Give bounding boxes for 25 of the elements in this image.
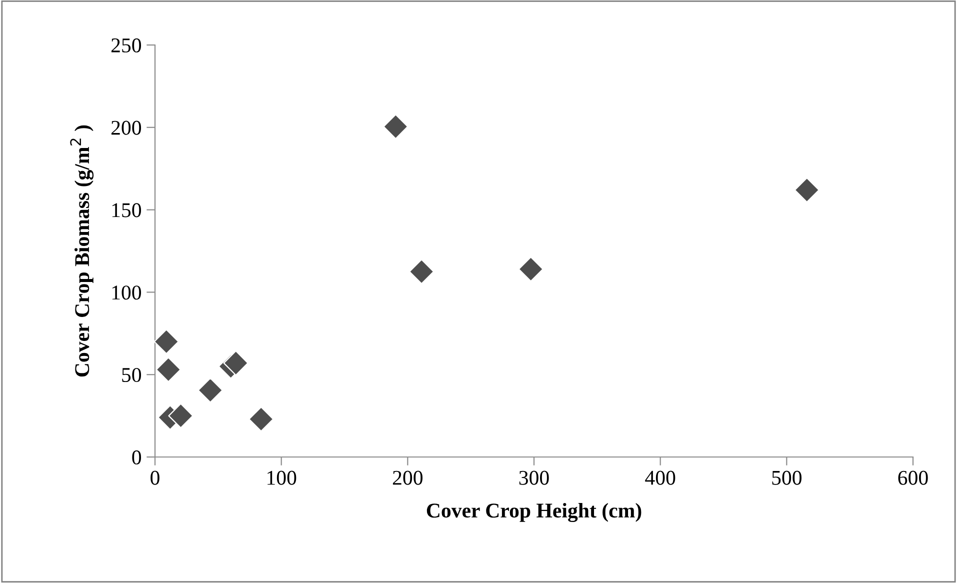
y-tick-label: 200 (111, 120, 142, 135)
y-tick-label: 150 (112, 203, 142, 218)
point (518, 256, 544, 282)
x-tick-label: 100 (268, 470, 296, 485)
y-axis-title: Cover Crop Biomass (g/m$^{2}$ ) (70, 125, 94, 377)
y-tick-label: 50 (122, 368, 142, 382)
x-tick-label: 600 (898, 470, 928, 485)
point (408, 259, 434, 284)
y-tick-label: 250 (111, 38, 142, 52)
point (223, 350, 248, 376)
x-axis-title: Cover Crop Height (cm) (426, 502, 642, 522)
point (248, 406, 274, 432)
x-tick-label: 0 (150, 470, 160, 485)
point (198, 378, 223, 403)
x-tick-label: 400 (645, 470, 676, 485)
x-tick-label: 500 (772, 470, 802, 485)
point (156, 357, 181, 382)
y-tick-label: 0 (132, 450, 142, 464)
point (383, 114, 408, 140)
x-tick-label: 300 (519, 470, 549, 485)
x-tick-label: 200 (392, 470, 422, 485)
point (168, 403, 194, 428)
y-tick-label: 100 (112, 286, 142, 300)
point (794, 177, 820, 203)
point (154, 329, 179, 354)
